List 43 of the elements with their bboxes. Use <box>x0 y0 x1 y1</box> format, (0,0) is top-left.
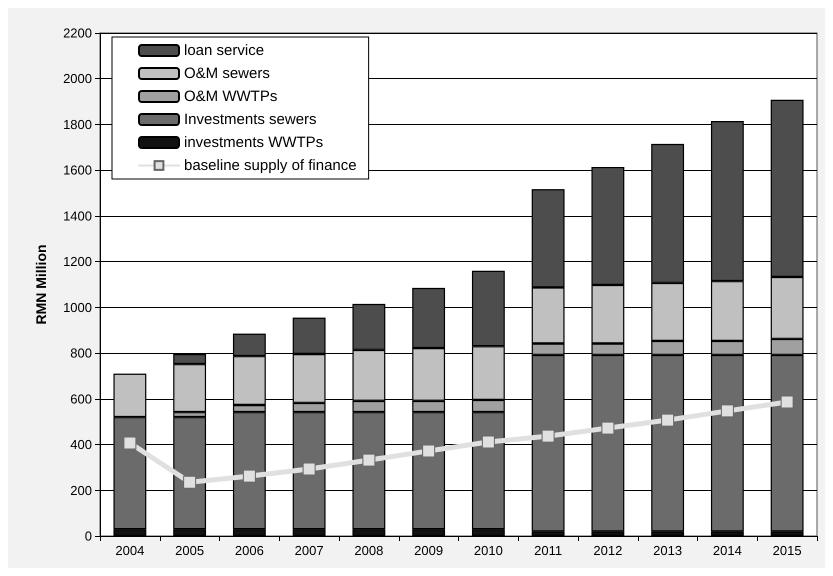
legend-label: O&M WWTPs <box>184 88 278 105</box>
point <box>542 430 555 443</box>
point <box>242 470 256 483</box>
legend-label: loan service <box>184 42 264 59</box>
point <box>720 404 734 418</box>
legend-label: baseline supply of finance <box>184 157 357 174</box>
x-tick-label: 2004 <box>115 543 144 558</box>
point <box>601 422 614 435</box>
y-tick-label: 1600 <box>63 162 92 178</box>
point <box>482 436 495 449</box>
x-tick-label: 2014 <box>712 543 742 558</box>
point <box>183 476 196 489</box>
y-tick-label: 0 <box>84 528 92 544</box>
x-tick-label: 2008 <box>354 543 384 558</box>
x-tick-label: 2012 <box>593 543 622 558</box>
point <box>780 396 794 409</box>
legend-label: investments WWTPs <box>184 134 324 151</box>
y-tick-label: 1800 <box>63 116 92 132</box>
y-tick-label: 1400 <box>63 208 92 224</box>
point <box>123 436 136 450</box>
point <box>362 454 376 467</box>
x-tick-label: 2006 <box>234 543 264 558</box>
y-tick-label: 400 <box>70 437 92 452</box>
x-tick-label: 2007 <box>294 543 324 558</box>
x-tick-label: 2011 <box>534 543 562 558</box>
legend-label: Investments sewers <box>184 111 317 128</box>
point <box>422 444 436 458</box>
point <box>302 462 316 476</box>
x-tick-label: 2009 <box>414 543 444 558</box>
x-tick-label: 2015 <box>772 543 802 558</box>
legend-label: O&M sewers <box>184 65 270 82</box>
y-axis-title: RMN Million <box>33 244 49 325</box>
y-tick-label: 2200 <box>63 26 92 40</box>
y-tick-label: 600 <box>70 391 92 406</box>
y-tick-label: 200 <box>70 482 92 498</box>
x-tick-label: 2013 <box>653 543 682 558</box>
y-tick-label: 800 <box>70 346 92 361</box>
x-tick-label: 2005 <box>175 543 204 558</box>
point <box>661 414 674 427</box>
y-tick-label: 2000 <box>63 71 92 86</box>
y-tick-label: 1000 <box>63 300 92 315</box>
y-tick-label: 1200 <box>63 254 92 270</box>
x-tick-label: 2010 <box>474 543 503 558</box>
